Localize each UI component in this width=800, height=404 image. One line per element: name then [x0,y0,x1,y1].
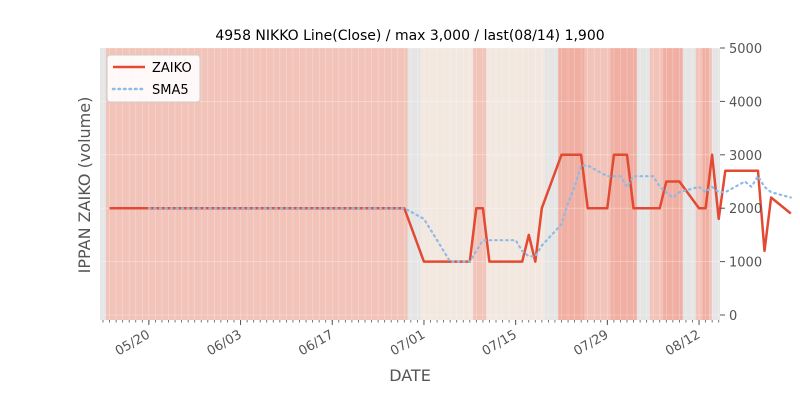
y-tick-label: 5000 [729,42,762,57]
x-axis: 05/20 06/03 06/17 07/01 07/15 07/29 08/12 [102,320,720,359]
series-line-sma5 [147,164,792,263]
background-band [473,48,487,320]
legend: ZAIKO SMA5 [106,54,201,103]
background-band [695,48,703,320]
background-bands [106,48,712,320]
y-tick-label: 4000 [729,95,762,110]
y-tick-label: 1000 [729,256,762,271]
series-lines [109,153,792,263]
legend-label-zaiko: ZAIKO [152,61,192,76]
background-band [486,48,526,320]
grid-lines [100,47,720,320]
background-band [532,48,546,320]
y-axis-label: IPPAN ZAIKO (volume) [75,97,94,274]
background-band [702,48,709,320]
y-tick-label: 0 [729,309,737,324]
background-band [584,48,611,320]
x-tick-label: 07/29 [571,327,611,359]
x-tick-label: 07/01 [388,327,428,359]
background-band [708,48,712,320]
background-band [558,48,585,320]
background-band [649,48,664,320]
y-tick-label: 2000 [729,202,762,217]
background-band [420,48,474,320]
background-band [525,48,533,320]
y-axis: 0 1000 2000 3000 4000 5000 [720,42,762,324]
x-tick-label: 06/03 [205,327,245,359]
x-tick-label: 08/12 [663,327,703,359]
background-band [663,48,683,320]
x-axis-label: DATE [389,366,431,385]
y-tick-label: 3000 [729,149,762,164]
x-tick-label: 06/17 [296,327,336,359]
background-band [610,48,637,320]
chart-title: 4958 NIKKO Line(Close) / max 3,000 / las… [215,28,604,44]
legend-label-sma5: SMA5 [152,83,189,98]
x-tick-label: 07/15 [480,327,520,359]
x-tick-label: 05/20 [113,327,153,359]
